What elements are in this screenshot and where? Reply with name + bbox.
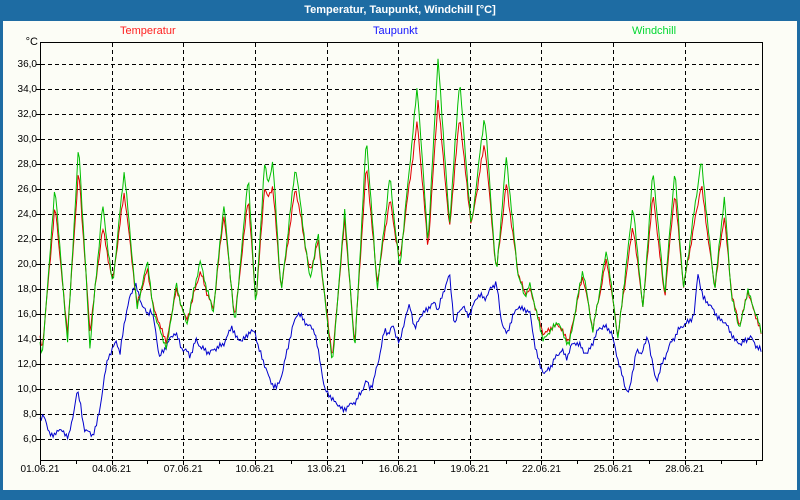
y-tick-label: 8,0	[23, 408, 37, 420]
legend-item-temperatur: Temperatur	[120, 25, 176, 37]
data-series	[39, 58, 762, 441]
y-tick-label: 32,0	[17, 108, 37, 120]
y-tick-label: 18,0	[17, 283, 37, 295]
chart-title: Temperatur, Taupunkt, Windchill [°C]	[304, 4, 496, 16]
title-bar: Temperatur, Taupunkt, Windchill [°C]	[0, 0, 800, 21]
y-tick-label: 24,0	[17, 208, 37, 220]
x-tick-label: 07.06.21	[163, 464, 203, 475]
legend-item-taupunkt: Taupunkt	[373, 25, 418, 37]
x-tick-label: 28.06.21	[665, 464, 705, 475]
series-line-taupunkt	[39, 273, 762, 441]
window-frame-right	[797, 21, 800, 490]
y-tick-label: 36,0	[17, 58, 37, 70]
y-tick-label: 14,0	[17, 333, 37, 345]
legend-item-windchill: Windchill	[632, 25, 677, 37]
series-line-temperatur	[39, 99, 762, 355]
y-tick-label: 20,0	[17, 258, 37, 270]
grid-lines	[41, 43, 761, 459]
y-tick-label: 6,0	[23, 433, 37, 445]
x-tick-label: 01.06.21	[20, 464, 60, 475]
y-tick-label: 34,0	[17, 83, 37, 95]
y-tick-label: 26,0	[17, 183, 37, 195]
x-tick-label: 13.06.21	[307, 464, 347, 475]
window-frame-left	[0, 21, 3, 490]
y-tick-label: 10,0	[17, 383, 37, 395]
axis-ticks	[36, 64, 757, 465]
x-tick-label: 22.06.21	[522, 464, 561, 475]
x-tick-label: 19.06.21	[450, 464, 490, 475]
x-tick-label: 04.06.21	[92, 464, 132, 475]
plot-border	[40, 42, 763, 461]
x-tick-label: 10.06.21	[235, 464, 275, 475]
y-tick-label: 28,0	[17, 158, 37, 170]
y-tick-label: 22,0	[17, 233, 37, 245]
y-tick-label: 12,0	[17, 358, 37, 370]
y-tick-label: 30,0	[17, 133, 37, 145]
x-tick-label: 25.06.21	[593, 464, 633, 475]
y-axis-unit-label: °C	[25, 36, 38, 48]
x-tick-label: 16.06.21	[378, 464, 418, 475]
series-line-windchill	[39, 58, 762, 359]
y-tick-label: 16,0	[17, 308, 37, 320]
window-frame-bottom	[0, 490, 800, 500]
